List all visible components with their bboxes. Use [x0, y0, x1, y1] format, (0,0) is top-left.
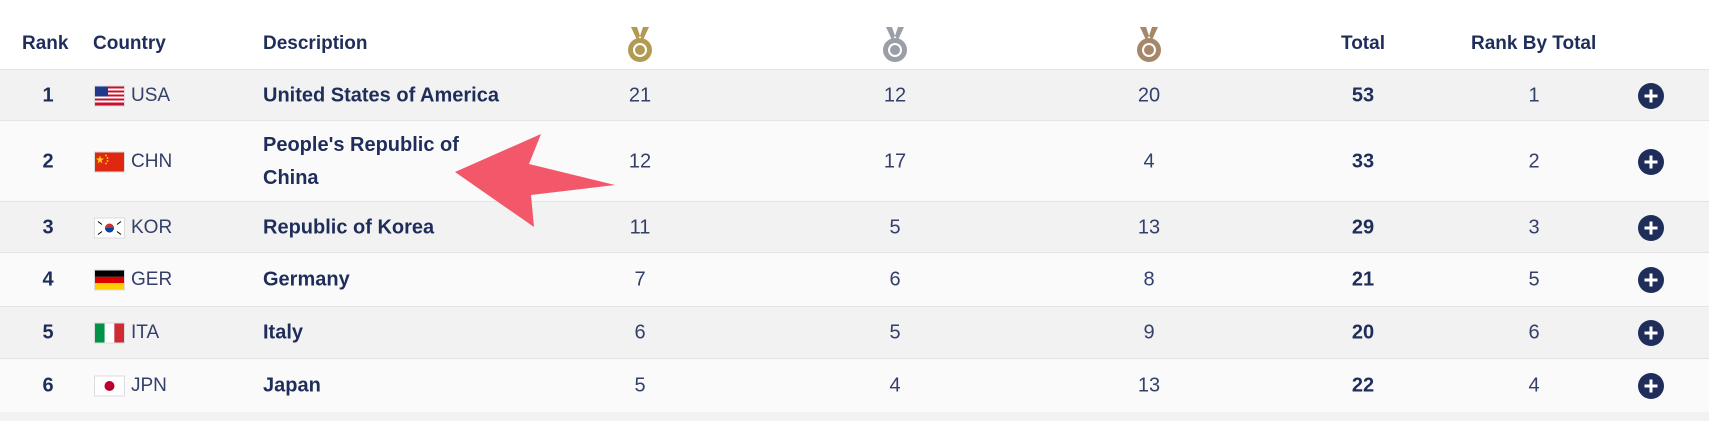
rank-by-total-header[interactable]: Rank By Total	[1471, 33, 1597, 54]
table-row[interactable]: 1 USA United States of America 21 12 20 …	[0, 69, 1709, 121]
total-count: 29	[1351, 216, 1375, 238]
expand-row-plus-icon[interactable]	[1638, 82, 1664, 109]
table-row[interactable]: 3 KOR Republic of Korea 11 5 13 29 3	[0, 201, 1709, 253]
rank-by-total-value: 1	[1528, 84, 1540, 106]
gold-count: 11	[629, 216, 651, 238]
next-row-edge	[0, 412, 1709, 421]
table-row[interactable]: 5 ITA Italy 6 5 9 20 6	[0, 306, 1709, 359]
gold-medal-icon[interactable]	[625, 27, 655, 63]
silver-count: 5	[889, 321, 901, 344]
rank-header[interactable]: Rank	[22, 33, 69, 54]
total-count: 53	[1351, 84, 1375, 106]
country-code: GER	[131, 269, 173, 290]
country-code: USA	[131, 84, 171, 106]
jp-flag-icon	[95, 376, 124, 396]
country-name-link[interactable]: People's Republic of China	[263, 133, 459, 189]
silver-count: 17	[883, 150, 907, 172]
expand-row-plus-icon[interactable]	[1638, 214, 1664, 241]
country-code: KOR	[131, 216, 173, 238]
total-count: 33	[1351, 150, 1375, 172]
bronze-count: 8	[1143, 268, 1155, 291]
silver-count: 4	[889, 374, 901, 397]
kr-flag-icon	[95, 218, 124, 237]
rank-by-total-value: 2	[1528, 150, 1540, 172]
gold-count: 12	[628, 150, 652, 172]
bronze-count: 9	[1143, 321, 1155, 344]
silver-count: 5	[889, 216, 901, 238]
silver-medal-icon[interactable]	[880, 27, 910, 63]
rank-value: 6	[42, 374, 54, 397]
rank-value: 2	[42, 150, 54, 172]
country-code: CHN	[131, 150, 173, 172]
country-name-link[interactable]: Italy	[263, 321, 304, 344]
total-header[interactable]: Total	[1341, 33, 1385, 54]
country-code: JPN	[131, 375, 167, 396]
gold-count: 7	[634, 268, 646, 291]
description-header[interactable]: Description	[263, 33, 368, 54]
total-count: 22	[1351, 374, 1375, 397]
country-code: ITA	[131, 322, 160, 343]
gold-count: 6	[634, 321, 646, 344]
silver-count: 12	[883, 84, 907, 106]
expand-row-plus-icon[interactable]	[1638, 148, 1664, 175]
us-flag-icon	[95, 86, 124, 105]
bronze-count: 20	[1137, 84, 1161, 106]
cn-flag-icon	[95, 152, 124, 171]
table-header: Rank Country Description Total Rank By T…	[0, 0, 1709, 69]
rank-value: 4	[42, 268, 54, 291]
rank-by-total-value: 4	[1528, 374, 1540, 397]
de-flag-icon	[95, 270, 124, 290]
table-row[interactable]: 6 JPN Japan 5 4 13 22 4	[0, 358, 1709, 414]
rank-value: 3	[42, 216, 54, 238]
table-row[interactable]: 4 GER Germany 7 6 8 21 5	[0, 252, 1709, 307]
it-flag-icon	[95, 323, 124, 343]
bronze-count: 13	[1137, 374, 1161, 397]
total-count: 21	[1351, 268, 1375, 291]
total-count: 20	[1351, 321, 1375, 344]
expand-row-plus-icon[interactable]	[1638, 373, 1664, 399]
bronze-medal-icon[interactable]	[1134, 27, 1164, 63]
country-name-link[interactable]: Japan	[263, 374, 321, 397]
country-name-link[interactable]: Germany	[263, 268, 350, 291]
country-name-link[interactable]: Republic of Korea	[263, 216, 435, 238]
rank-by-total-value: 5	[1528, 268, 1540, 291]
expand-row-plus-icon[interactable]	[1638, 267, 1664, 293]
rank-value: 1	[42, 84, 54, 106]
gold-count: 21	[628, 84, 652, 106]
rank-by-total-value: 6	[1528, 321, 1540, 344]
table-row[interactable]: 2 CHN People's Republic of China 12 17 4…	[0, 120, 1709, 202]
expand-row-plus-icon[interactable]	[1638, 320, 1664, 346]
rank-value: 5	[42, 321, 54, 344]
bronze-count: 13	[1137, 216, 1161, 238]
rank-by-total-value: 3	[1528, 216, 1540, 238]
silver-count: 6	[889, 268, 901, 291]
country-header[interactable]: Country	[93, 33, 166, 54]
bronze-count: 4	[1143, 150, 1155, 172]
gold-count: 5	[634, 374, 646, 397]
country-name-link[interactable]: United States of America	[263, 84, 499, 106]
